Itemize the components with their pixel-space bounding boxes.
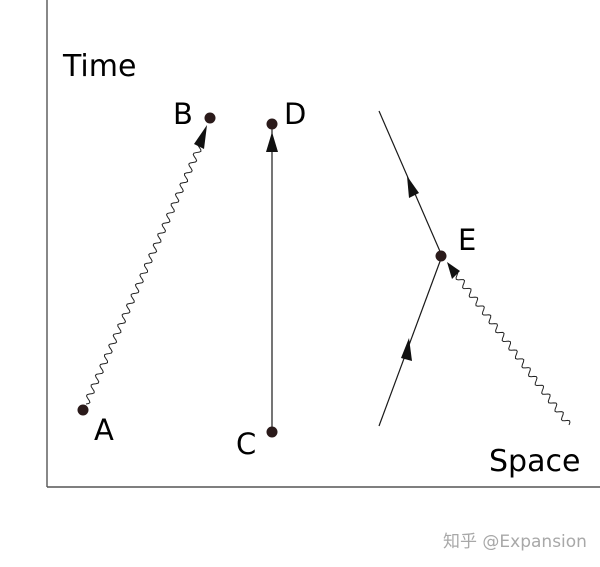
event-b-dot [204, 112, 216, 124]
arrowhead-lower-segment [401, 338, 412, 361]
wavy-signal-a-to-b [85, 144, 202, 405]
time-axis-label: Time [62, 49, 136, 84]
event-b-label: B [173, 97, 193, 131]
event-e-dot [435, 250, 447, 262]
space-axis-label: Space [489, 444, 580, 479]
arrowhead-signal-into-e [447, 262, 460, 279]
watermark-text: 知乎 @Expansion [443, 532, 587, 552]
event-d-dot [266, 118, 278, 130]
arrowhead-a-to-b [194, 125, 207, 149]
event-a-label: A [94, 413, 114, 447]
event-d-label: D [284, 97, 306, 131]
event-e-label: E [458, 223, 476, 257]
event-c-dot [266, 426, 278, 438]
event-a-dot [77, 404, 89, 416]
event-c-label: C [236, 427, 256, 461]
worldline-through-e [378, 255, 443, 427]
arrowhead-upper-segment [407, 176, 419, 198]
wavy-signal-into-e [455, 272, 571, 426]
arrowhead-c-to-d [266, 132, 278, 152]
